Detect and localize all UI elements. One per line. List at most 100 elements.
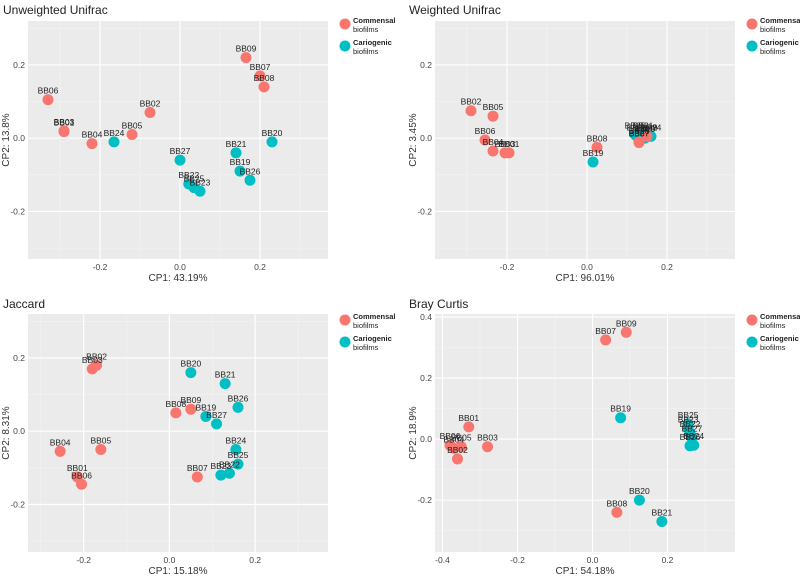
x-tick-label: 0.0 <box>581 262 593 272</box>
legend-label-cariogenic[interactable]: Cariogenic biofilms <box>760 334 799 352</box>
point-BB20[interactable] <box>266 136 278 148</box>
legend-label-cariogenic[interactable]: Cariogenic biofilms <box>353 38 392 56</box>
point-label-BB24: BB24 <box>683 431 704 441</box>
point-label-BB02: BB02 <box>447 445 468 455</box>
point-BB06[interactable] <box>479 134 491 146</box>
y-axis-label: CP2: 13.8% <box>1 113 12 166</box>
point-BB24[interactable] <box>230 443 242 455</box>
legend-label-cariogenic[interactable]: Cariogenic biofilms <box>760 38 799 56</box>
point-label-BB27: BB27 <box>681 424 702 434</box>
point-BB27[interactable] <box>211 418 223 430</box>
y-tick-label: -0.2 <box>10 206 25 216</box>
chart-panel-2: Weighted Unifrac -0.2 0.0 0.2 -0.2 0.0 0.2 CP1:… <box>408 3 800 284</box>
point-BB24[interactable] <box>108 136 120 148</box>
point-label-BB09: BB09 <box>637 122 658 132</box>
point-BB01[interactable] <box>503 147 515 159</box>
legend-marker-commensal[interactable] <box>339 314 351 326</box>
point-BB05[interactable] <box>126 129 138 141</box>
point-BB23[interactable] <box>194 185 206 197</box>
y-tick-label: 0.0 <box>13 133 25 143</box>
x-axis-label: CP1: 96.01% <box>556 273 615 284</box>
point-BB06[interactable] <box>76 478 88 490</box>
point-label-BB23: BB23 <box>627 122 648 132</box>
legend-marker-commensal[interactable] <box>746 314 758 326</box>
point-BB09[interactable] <box>185 403 197 415</box>
point-BB06[interactable] <box>42 94 54 106</box>
point-BB02[interactable] <box>452 453 463 465</box>
point-BB21[interactable] <box>230 147 242 159</box>
point-label-BB21: BB21 <box>215 370 236 380</box>
point-label-BB03: BB03 <box>54 117 75 127</box>
point-label-BB19: BB19 <box>583 148 604 158</box>
legend-label-commensal[interactable]: Commensal biofilms <box>353 312 396 330</box>
legend-marker-cariogenic[interactable] <box>339 336 351 348</box>
point-BB03[interactable] <box>482 441 493 453</box>
point-label-BB27: BB27 <box>206 410 227 420</box>
legend-marker-cariogenic[interactable] <box>339 40 351 52</box>
point-BB07[interactable] <box>633 137 645 149</box>
point-BB26[interactable] <box>684 440 696 452</box>
point-BB19[interactable] <box>234 165 246 177</box>
point-BB07[interactable] <box>600 334 612 346</box>
x-tick-label: 0.0 <box>174 262 186 272</box>
point-BB08[interactable] <box>258 81 270 93</box>
chart-title: Unweighted Unifrac <box>3 3 108 17</box>
point-label-BB25: BB25 <box>228 450 249 460</box>
y-tick-label: 0.0 <box>420 133 432 143</box>
point-BB05[interactable] <box>95 443 107 455</box>
point-BB08[interactable] <box>611 506 623 518</box>
legend-label-commensal[interactable]: Commensal biofilms <box>353 16 396 34</box>
point-BB19[interactable] <box>587 156 599 168</box>
point-label-BB08: BB08 <box>165 399 186 409</box>
point-label-BB06: BB06 <box>475 126 496 136</box>
point-BB22[interactable] <box>223 467 235 479</box>
point-BB20[interactable] <box>633 494 645 506</box>
point-BB21[interactable] <box>219 378 231 390</box>
legend-marker-cariogenic[interactable] <box>746 40 758 52</box>
point-BB26[interactable] <box>244 174 256 186</box>
point-BB04[interactable] <box>487 145 499 157</box>
point-BB08[interactable] <box>591 141 603 153</box>
point-label-BB08: BB08 <box>587 133 608 143</box>
point-BB27[interactable] <box>174 154 186 166</box>
point-label-BB09: BB09 <box>236 44 257 54</box>
point-BB05[interactable] <box>455 441 467 453</box>
point-BB23[interactable] <box>215 469 227 481</box>
point-BB19[interactable] <box>615 412 627 424</box>
point-BB04[interactable] <box>54 445 66 457</box>
point-BB21[interactable] <box>656 515 668 527</box>
y-tick-label: 0.4 <box>420 312 432 322</box>
point-BB09[interactable] <box>641 130 653 142</box>
point-BB19[interactable] <box>200 411 212 423</box>
point-label-BB23: BB23 <box>678 414 699 424</box>
point-label-BB19: BB19 <box>195 403 216 413</box>
point-BB01[interactable] <box>463 421 475 433</box>
point-BB05[interactable] <box>487 110 499 122</box>
point-BB03[interactable] <box>86 363 98 375</box>
legend-marker-commensal[interactable] <box>746 18 758 30</box>
x-tick-label: -0.2 <box>510 555 525 565</box>
point-BB07[interactable] <box>191 471 203 483</box>
point-BB26[interactable] <box>232 401 244 413</box>
point-BB02[interactable] <box>144 107 156 119</box>
legend-label-cariogenic[interactable]: Cariogenic biofilms <box>353 334 392 352</box>
point-BB20[interactable] <box>185 367 197 379</box>
point-label-BB22: BB22 <box>219 459 240 469</box>
point-BB07[interactable] <box>254 70 266 82</box>
point-BB02[interactable] <box>465 105 477 117</box>
legend-marker-cariogenic[interactable] <box>746 336 758 348</box>
point-label-BB19: BB19 <box>610 404 631 414</box>
legend-label-commensal[interactable]: Commensal biofilms <box>760 16 800 34</box>
point-BB25[interactable] <box>232 458 244 470</box>
y-tick-label: -0.2 <box>417 206 432 216</box>
point-BB08[interactable] <box>170 407 182 419</box>
legend-label-commensal[interactable]: Commensal biofilms <box>760 312 800 330</box>
point-label-BB25: BB25 <box>184 174 205 184</box>
point-label-BB04: BB04 <box>483 137 504 147</box>
y-tick-label: 0.2 <box>13 60 25 70</box>
point-BB01[interactable] <box>58 126 70 138</box>
point-BB09[interactable] <box>240 52 252 64</box>
legend-marker-commensal[interactable] <box>339 18 351 30</box>
point-BB04[interactable] <box>86 138 98 150</box>
point-BB09[interactable] <box>620 326 632 338</box>
